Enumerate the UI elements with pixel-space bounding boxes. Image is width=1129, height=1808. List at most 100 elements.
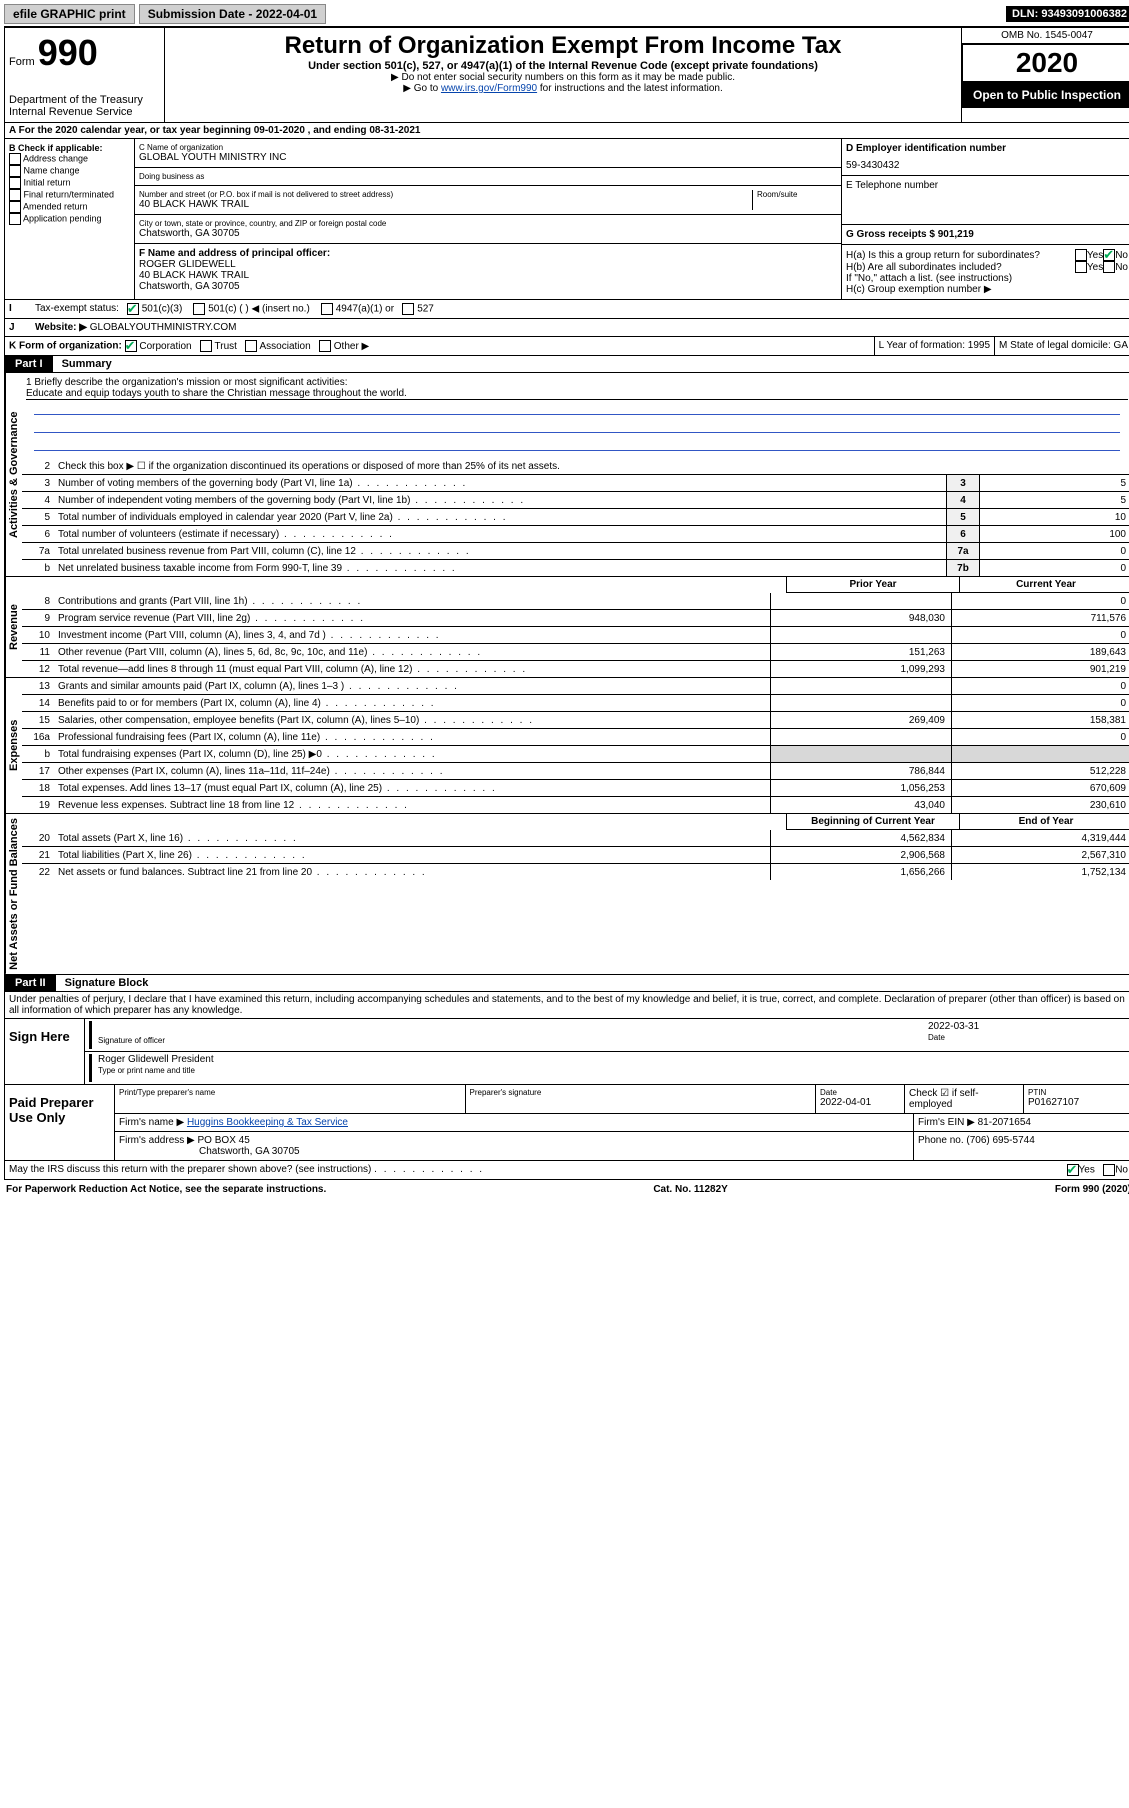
sign-here-grid: Sign Here Signature of officer 2022-03-3… xyxy=(4,1019,1129,1085)
city-label: City or town, state or province, country… xyxy=(139,219,837,228)
line-item: 9Program service revenue (Part VIII, lin… xyxy=(22,610,1129,627)
opt-501c3: 501(c)(3) xyxy=(142,304,183,315)
row-k-label: K Form of organization: xyxy=(9,341,122,352)
opt-527: 527 xyxy=(417,304,434,315)
part1-header-row: Part I Summary xyxy=(4,356,1129,373)
net-label: Net Assets or Fund Balances xyxy=(5,814,22,974)
ha-yes-checkbox[interactable] xyxy=(1075,249,1087,261)
firm-name-link[interactable]: Huggins Bookkeeping & Tax Service xyxy=(187,1117,348,1128)
line-item: 21Total liabilities (Part X, line 26)2,9… xyxy=(22,847,1129,864)
line-item: 16aProfessional fundraising fees (Part I… xyxy=(22,729,1129,746)
ha-no-checkbox[interactable] xyxy=(1103,249,1115,261)
part1-header: Part I xyxy=(5,356,53,372)
firm-ein-label: Firm's EIN ▶ xyxy=(918,1117,975,1128)
efile-button[interactable]: efile GRAPHIC print xyxy=(4,4,135,24)
row-i-text: Tax-exempt status: xyxy=(31,300,123,318)
state-domicile: M State of legal domicile: GA xyxy=(994,337,1129,355)
line-item: 10Investment income (Part VIII, column (… xyxy=(22,627,1129,644)
line-item: 11Other revenue (Part VIII, column (A), … xyxy=(22,644,1129,661)
officer-addr2: Chatsworth, GA 30705 xyxy=(139,281,837,292)
dln-label: DLN: 93493091006382 xyxy=(1006,6,1129,22)
discuss-label: May the IRS discuss this return with the… xyxy=(9,1164,371,1175)
rowk-checkbox[interactable] xyxy=(245,340,257,352)
line-item: 6Total number of volunteers (estimate if… xyxy=(22,526,1129,543)
discuss-no-checkbox[interactable] xyxy=(1103,1164,1115,1176)
gross-box: G Gross receipts $ 901,219 xyxy=(842,225,1129,245)
officer-name-typed: Roger Glidewell President xyxy=(98,1054,1128,1065)
row-j: J Website: ▶ GLOBALYOUTHMINISTRY.COM xyxy=(4,319,1129,337)
part2-title: Signature Block xyxy=(59,977,149,989)
line-item: 4Number of independent voting members of… xyxy=(22,492,1129,509)
line-item: bTotal fundraising expenses (Part IX, co… xyxy=(22,746,1129,763)
mission-line xyxy=(34,400,1120,415)
revenue-section: Revenue Prior Year Current Year 8Contrib… xyxy=(4,577,1129,678)
officer-addr1: 40 BLACK HAWK TRAIL xyxy=(139,270,837,281)
line-item: 8Contributions and grants (Part VIII, li… xyxy=(22,593,1129,610)
row-i: I Tax-exempt status: 501(c)(3) 501(c) ( … xyxy=(4,300,1129,319)
form-header: Form 990 Department of the Treasury Inte… xyxy=(4,27,1129,123)
colb-option: Initial return xyxy=(9,177,130,189)
firm-ein: 81-2071654 xyxy=(978,1117,1031,1128)
colb-option: Application pending xyxy=(9,213,130,225)
street-value: 40 BLACK HAWK TRAIL xyxy=(139,199,752,210)
colb-checkbox[interactable] xyxy=(9,213,21,225)
4947-checkbox[interactable] xyxy=(321,303,333,315)
line-item: 22Net assets or fund balances. Subtract … xyxy=(22,864,1129,880)
form-prefix: Form xyxy=(9,56,35,68)
line-2: 2 Check this box ▶ ☐ if the organization… xyxy=(22,458,1129,475)
city-value: Chatsworth, GA 30705 xyxy=(139,228,837,239)
colb-checkbox[interactable] xyxy=(9,177,21,189)
part1-title: Summary xyxy=(56,358,112,370)
ptin-label: PTIN xyxy=(1028,1088,1128,1097)
signature-line: Signature of officer 2022-03-31 Date xyxy=(85,1019,1129,1052)
prep-row-1: Print/Type preparer's name Preparer's si… xyxy=(115,1085,1129,1114)
org-name-box: C Name of organization GLOBAL YOUTH MINI… xyxy=(135,139,841,168)
no-label: No xyxy=(1115,250,1128,261)
527-checkbox[interactable] xyxy=(402,303,414,315)
dept-label: Department of the Treasury xyxy=(9,94,160,106)
header-right: OMB No. 1545-0047 2020 Open to Public In… xyxy=(962,28,1129,122)
discuss-yes-checkbox[interactable] xyxy=(1067,1164,1079,1176)
colb-option: Amended return xyxy=(9,201,130,213)
discuss-yes: Yes xyxy=(1079,1164,1095,1175)
colb-checkbox[interactable] xyxy=(9,189,21,201)
type-label: Type or print name and title xyxy=(98,1066,195,1075)
firm-name-label: Firm's name ▶ xyxy=(119,1117,184,1128)
org-name: GLOBAL YOUTH MINISTRY INC xyxy=(139,152,837,163)
dba-box: Doing business as xyxy=(135,168,841,186)
phone-label: E Telephone number xyxy=(846,180,1128,191)
line-item: 12Total revenue—add lines 8 through 11 (… xyxy=(22,661,1129,677)
rowk-checkbox[interactable] xyxy=(319,340,331,352)
hb-no-checkbox[interactable] xyxy=(1103,261,1115,273)
omb-number: OMB No. 1545-0047 xyxy=(962,28,1129,44)
mission-block: 1 Briefly describe the organization's mi… xyxy=(22,373,1129,458)
part2-header: Part II xyxy=(5,975,56,991)
tax-year: 2020 xyxy=(962,44,1129,82)
room-label: Room/suite xyxy=(757,190,837,199)
line-2-desc: Check this box ▶ ☐ if the organization d… xyxy=(54,459,1129,474)
colb-checkbox[interactable] xyxy=(9,201,21,213)
line-item: 7aTotal unrelated business revenue from … xyxy=(22,543,1129,560)
ssn-warning: ▶ Do not enter social security numbers o… xyxy=(169,72,957,83)
irs-link[interactable]: www.irs.gov/Form990 xyxy=(441,83,537,94)
form-number: 990 xyxy=(38,32,98,73)
paid-preparer-grid: Paid Preparer Use Only Print/Type prepar… xyxy=(4,1085,1129,1161)
current-year-header: Current Year xyxy=(959,577,1129,593)
colb-checkbox[interactable] xyxy=(9,153,21,165)
hb-yes-checkbox[interactable] xyxy=(1075,261,1087,273)
mission-line xyxy=(34,418,1120,433)
perjury-statement: Under penalties of perjury, I declare th… xyxy=(4,992,1129,1019)
beginning-header: Beginning of Current Year xyxy=(786,814,959,830)
colb-checkbox[interactable] xyxy=(9,165,21,177)
hc-label: H(c) Group exemption number ▶ xyxy=(846,284,1128,295)
rowk-checkbox[interactable] xyxy=(125,340,137,352)
sign-here-label: Sign Here xyxy=(5,1019,85,1084)
501c3-checkbox[interactable] xyxy=(127,303,139,315)
firm-addr-label: Firm's address ▶ xyxy=(119,1135,195,1146)
rowk-checkbox[interactable] xyxy=(200,340,212,352)
gross-label: G Gross receipts $ 901,219 xyxy=(846,229,974,240)
501c-checkbox[interactable] xyxy=(193,303,205,315)
paid-preparer-label: Paid Preparer Use Only xyxy=(5,1085,115,1160)
name-label: C Name of organization xyxy=(139,143,837,152)
submission-date-button[interactable]: Submission Date - 2022-04-01 xyxy=(139,4,326,24)
